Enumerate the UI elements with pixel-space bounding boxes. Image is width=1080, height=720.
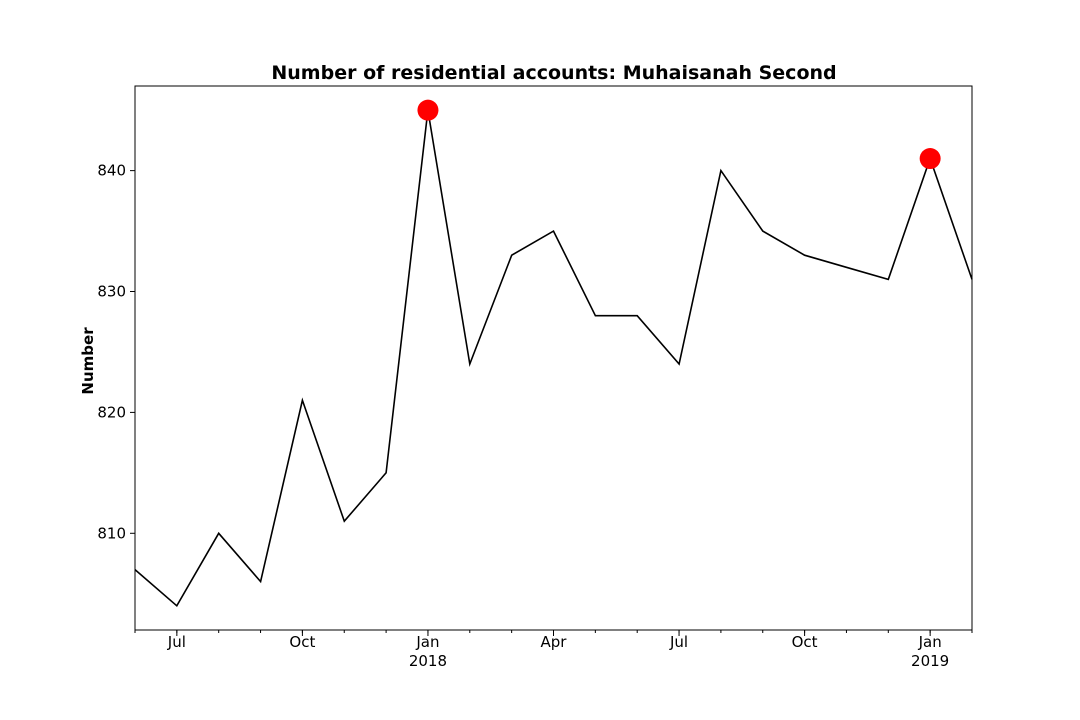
x-tick-label: Jul (669, 633, 688, 651)
series-line (134, 110, 973, 608)
x-tick-year-label: 2019 (911, 652, 949, 670)
y-tick-label: 810 (97, 524, 126, 542)
chart-title: Number of residential accounts: Muhaisan… (271, 62, 836, 84)
x-tick-label: Jul (167, 633, 186, 651)
x-tick-label: Jan (415, 633, 439, 651)
highlight-point (919, 148, 941, 170)
x-tick-year-label: 2018 (409, 652, 447, 670)
y-tick-label: 840 (97, 162, 126, 180)
y-tick-label: 830 (97, 283, 126, 301)
plot-frame (134, 85, 973, 631)
x-tick-label: Oct (792, 633, 818, 651)
highlight-point (417, 99, 439, 121)
y-axis-label: Number (79, 327, 97, 395)
x-tick-label: Oct (289, 633, 315, 651)
y-tick-label: 820 (97, 403, 126, 421)
x-tick-label: Jan (918, 633, 942, 651)
x-tick-label: Apr (541, 633, 568, 651)
